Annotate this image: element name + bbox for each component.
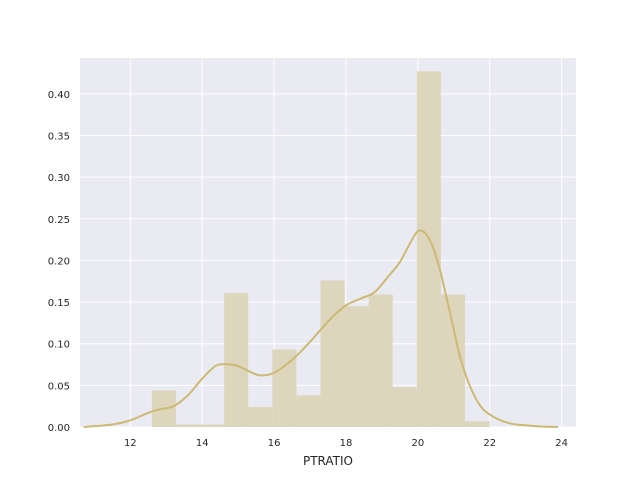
- y-tick-label: 0.15: [48, 298, 70, 309]
- y-tick-label: 0.20: [48, 256, 70, 267]
- histogram-bar: [368, 294, 393, 427]
- histogram-bar: [464, 421, 490, 427]
- y-tick-label: 0.05: [48, 381, 70, 392]
- y-tick-label: 0.40: [48, 90, 70, 101]
- histogram-bar: [320, 280, 345, 427]
- x-tick-label: 14: [196, 438, 209, 449]
- x-tick-label: 16: [268, 438, 281, 449]
- x-tick-label: 20: [411, 438, 424, 449]
- y-tick-label: 0.30: [48, 173, 70, 184]
- x-tick-label: 24: [555, 438, 568, 449]
- x-tick-label: 22: [483, 438, 496, 449]
- histogram-bar: [224, 292, 249, 427]
- x-tick-label: 12: [124, 438, 137, 449]
- y-tick-label: 0.00: [48, 423, 70, 434]
- x-tick-label: 18: [340, 438, 353, 449]
- histogram-bar: [392, 387, 417, 427]
- x-axis-title: PTRATIO: [303, 454, 353, 468]
- x-tick-labels: 12 14 16 18 20 22 24: [124, 438, 568, 449]
- histogram-bar: [344, 306, 369, 427]
- histogram-bar: [175, 424, 201, 427]
- y-tick-labels: 0.00 0.05 0.10 0.15 0.20 0.25 0.30 0.35 0.40: [48, 90, 70, 434]
- histogram-bar: [248, 407, 273, 427]
- histogram-bar: [296, 395, 321, 427]
- y-tick-label: 0.10: [48, 340, 70, 351]
- histogram-bar: [200, 424, 225, 427]
- kde-line: [83, 229, 559, 428]
- y-tick-label: 0.25: [48, 215, 70, 226]
- histogram-bars: [151, 71, 490, 427]
- y-tick-label: 0.35: [48, 131, 70, 142]
- histogram-bar: [272, 349, 297, 427]
- histogram-bar: [416, 71, 441, 427]
